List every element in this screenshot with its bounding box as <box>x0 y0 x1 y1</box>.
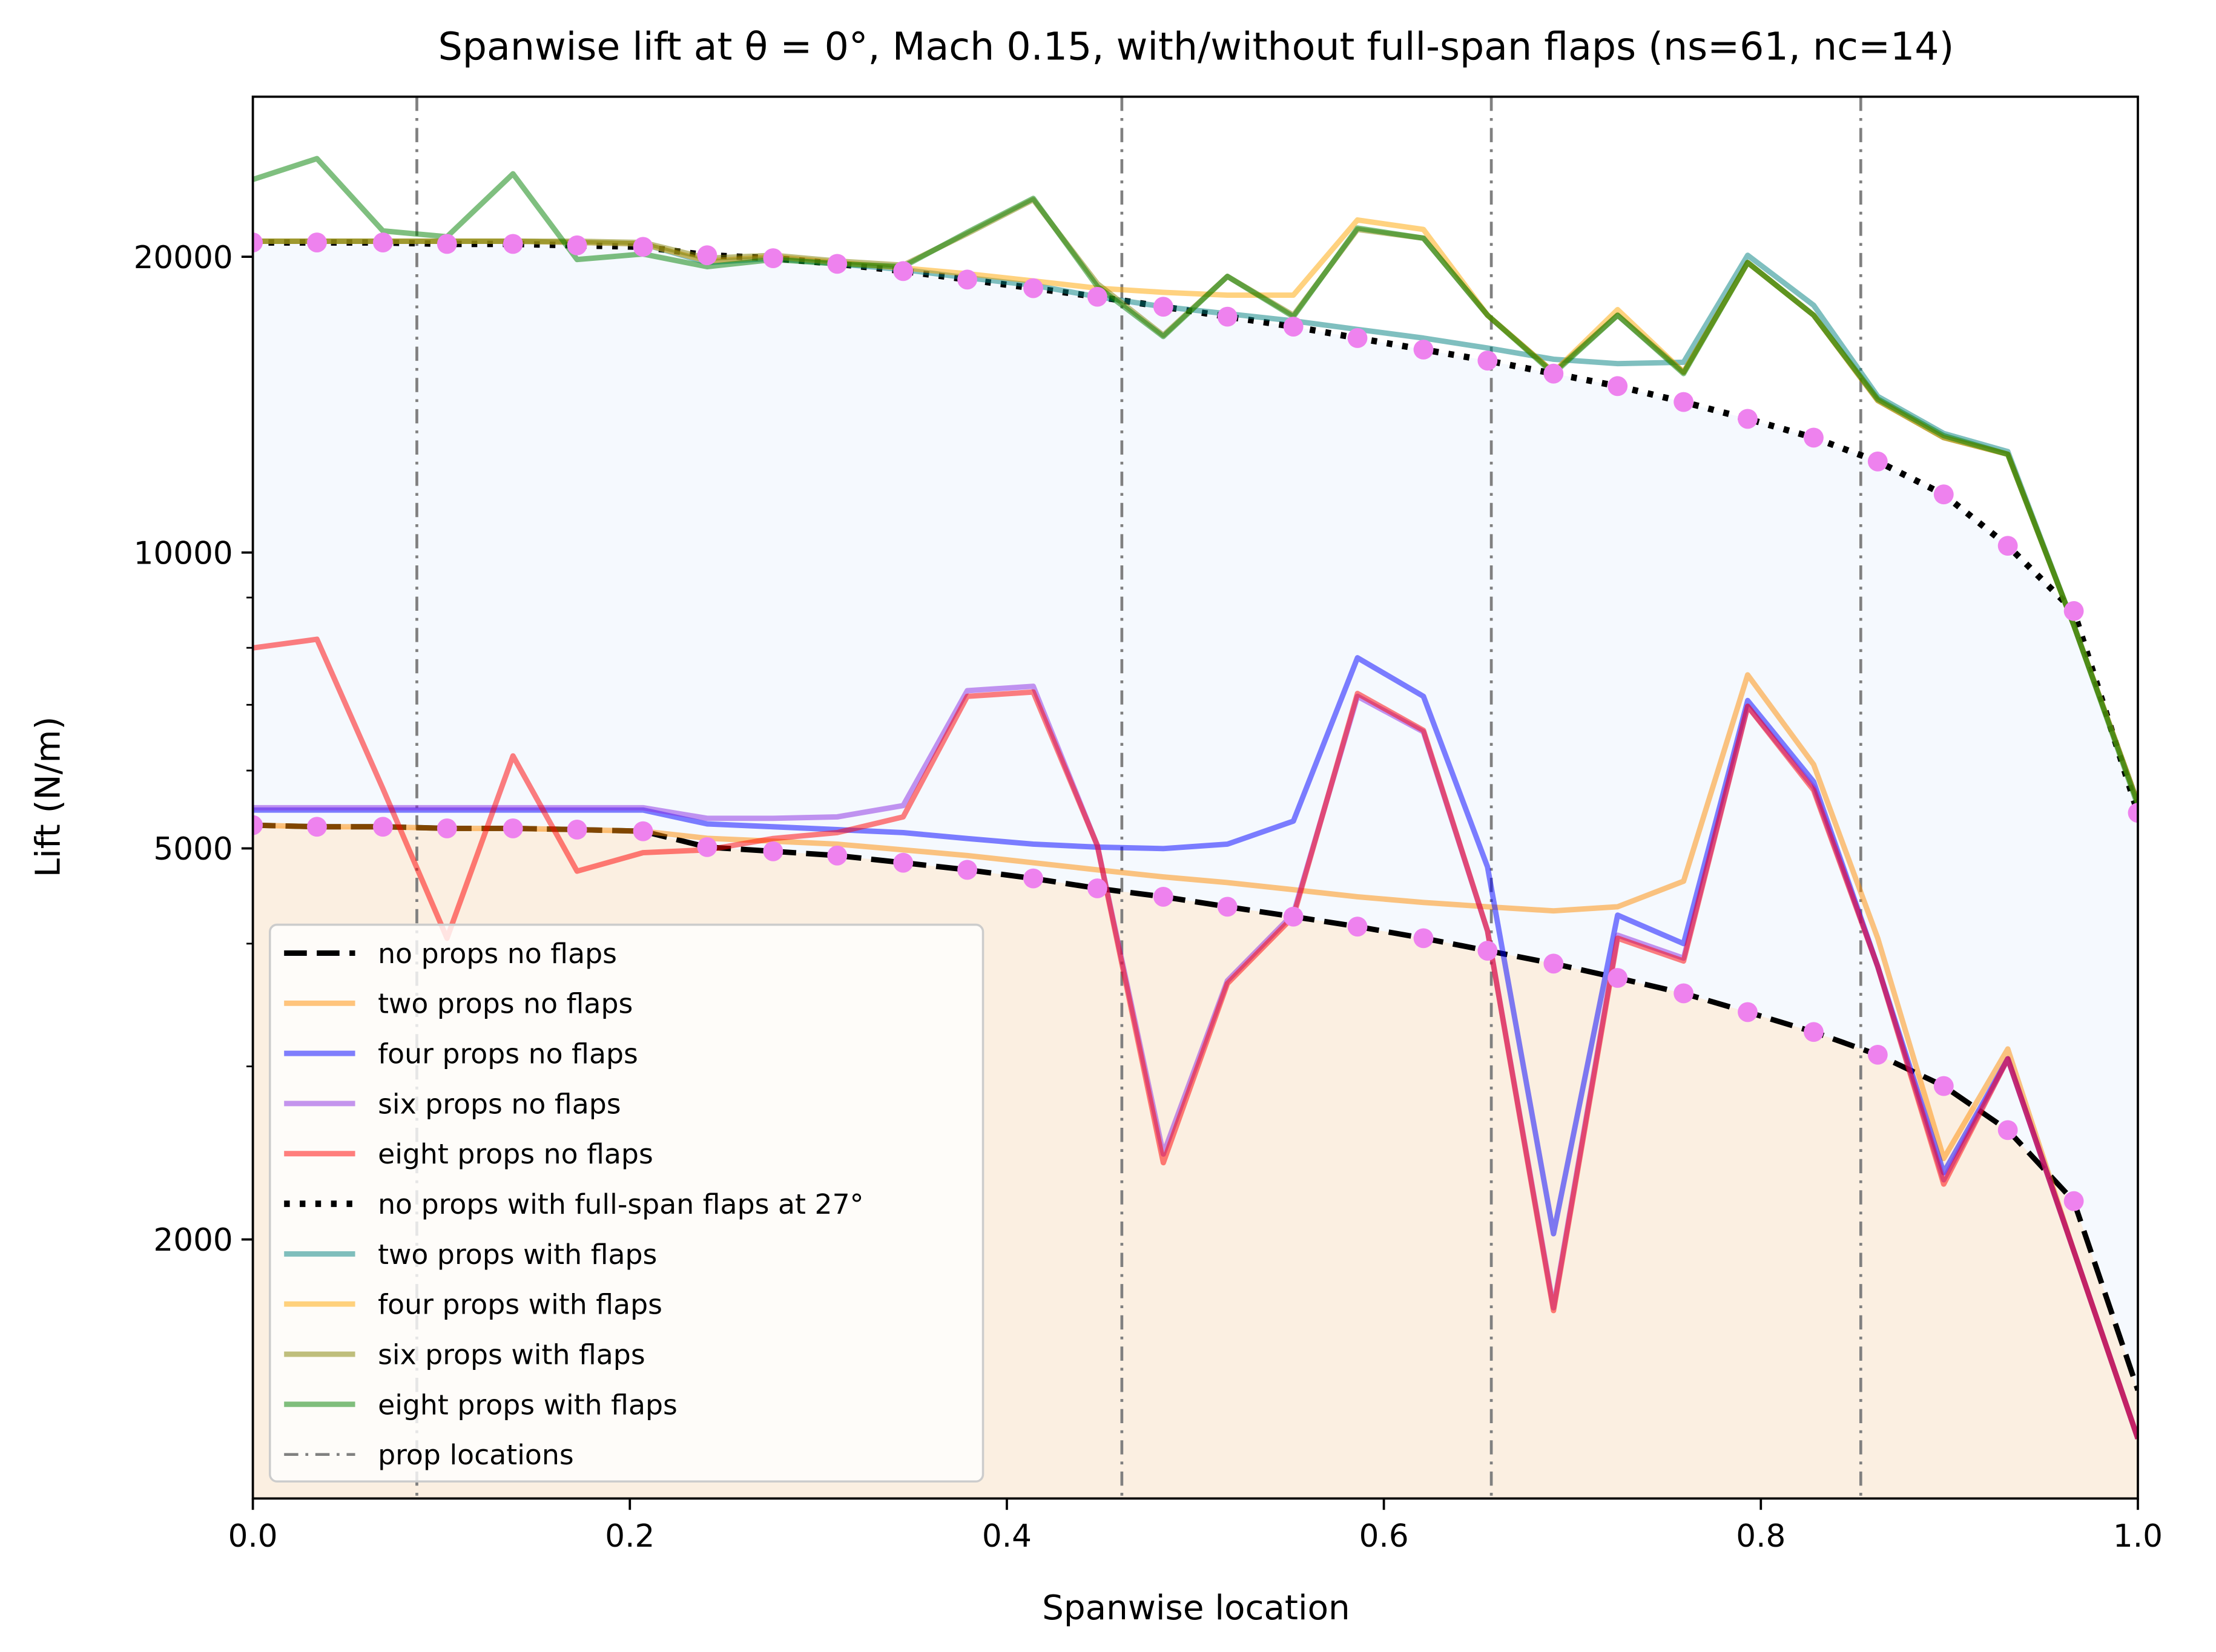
marker-dot <box>1283 906 1304 927</box>
x-tick-label: 0.0 <box>228 1518 278 1555</box>
marker-dot <box>2063 601 2084 621</box>
marker-dot <box>1283 317 1304 337</box>
marker-dot <box>252 232 263 252</box>
marker-dot <box>827 845 848 866</box>
marker-dot <box>503 818 523 838</box>
x-tick-label: 0.4 <box>982 1518 1032 1555</box>
marker-dot <box>1023 868 1043 889</box>
marker-dot <box>1217 306 1238 327</box>
marker-dot <box>437 818 457 838</box>
marker-dot <box>1933 1076 1954 1096</box>
legend-box <box>269 923 984 1483</box>
marker-dot <box>633 821 653 841</box>
marker-dot <box>1413 928 1434 949</box>
marker-dot <box>1997 536 2018 556</box>
marker-dot <box>957 860 977 880</box>
marker-dot <box>1867 1044 1888 1065</box>
marker-dot <box>1738 1002 1758 1022</box>
marker-dot <box>1153 297 1173 317</box>
series-line <box>252 672 2138 1440</box>
axes: 0.0 0.2 0.4 0.6 0.8 1.0 2000 5000 10000 20000 <box>134 240 2163 1555</box>
marker-dot <box>893 261 914 281</box>
marker-dot <box>437 234 457 254</box>
legend: no props no flaps two props no flaps four … <box>269 923 984 1483</box>
marker-dot <box>373 232 393 252</box>
y-tick-label: 2000 <box>153 1222 232 1259</box>
y-tick-label: 5000 <box>153 831 232 867</box>
x-tick-label: 0.6 <box>1359 1518 1409 1555</box>
marker-dot <box>957 269 977 290</box>
marker-dot <box>2063 1191 2084 1211</box>
marker-dot <box>1804 1022 1824 1042</box>
legend-label: no props with full-span flaps at 27° <box>378 1188 863 1220</box>
marker-dot <box>252 815 263 835</box>
marker-dot <box>1347 328 1368 348</box>
legend-label: two props no flaps <box>378 988 633 1020</box>
marker-dot <box>893 852 914 873</box>
marker-dot <box>827 254 848 274</box>
marker-dot <box>503 234 523 254</box>
marker-dot <box>1217 897 1238 917</box>
marker-dot <box>1674 983 1694 1004</box>
marker-dot <box>763 841 783 861</box>
x-tick-label: 0.2 <box>605 1518 655 1555</box>
x-tick-label: 1.0 <box>2113 1518 2163 1555</box>
marker-dot <box>1738 409 1758 429</box>
marker-dot <box>1087 286 1107 307</box>
lines <box>252 96 2138 1499</box>
legend-label: two props with flaps <box>378 1239 657 1271</box>
x-axis-label: Spanwise location <box>1042 1588 1350 1628</box>
legend-label: four props with flaps <box>378 1289 662 1321</box>
plot-frame <box>251 95 2139 1500</box>
marker-dot <box>1867 451 1888 472</box>
legend-label: six props with flaps <box>378 1338 645 1371</box>
chart-title: Spanwise lift at θ = 0°, Mach 0.15, with… <box>438 24 1954 69</box>
x-tick-label: 0.8 <box>1736 1518 1786 1555</box>
marker-dot <box>567 820 587 840</box>
legend-label: four props no flaps <box>378 1038 638 1070</box>
marker-dot <box>1997 1120 2018 1140</box>
y-axis-label: Lift (N/m) <box>29 717 68 878</box>
marker-dot <box>307 232 327 252</box>
legend-label: eight props no flaps <box>378 1138 653 1170</box>
legend-label: six props no flaps <box>378 1088 621 1120</box>
marker-dot <box>1477 941 1498 961</box>
marker-dot <box>1347 916 1368 937</box>
legend-label: no props no flaps <box>378 938 617 970</box>
legend-label: prop locations <box>378 1439 574 1471</box>
marker-dot <box>1477 350 1498 371</box>
marker-dot <box>1543 363 1564 384</box>
y-tick-label: 10000 <box>134 536 233 572</box>
marker-dot <box>1153 887 1173 907</box>
y-tick-label: 20000 <box>134 240 233 276</box>
marker-dot <box>307 817 327 837</box>
marker-dot <box>1087 878 1107 898</box>
marker-dot <box>1543 953 1564 974</box>
marker-dot <box>567 235 587 255</box>
marker-dot <box>633 237 653 257</box>
series-line <box>252 636 2138 1440</box>
marker-dot <box>1674 392 1694 412</box>
marker-dot <box>1023 278 1043 298</box>
series-line <box>252 156 2138 807</box>
marker-dot <box>2128 803 2138 823</box>
marker-dot <box>1804 427 1824 448</box>
marker-dot <box>1413 340 1434 360</box>
legend-label: eight props with flaps <box>378 1389 678 1421</box>
marker-dot <box>763 248 783 269</box>
marker-dot <box>373 817 393 837</box>
marker-dot <box>1608 968 1628 988</box>
marker-dot <box>1933 484 1954 505</box>
marker-dot <box>697 837 717 857</box>
marker-dot <box>1608 376 1628 397</box>
marker-dot <box>697 245 717 266</box>
